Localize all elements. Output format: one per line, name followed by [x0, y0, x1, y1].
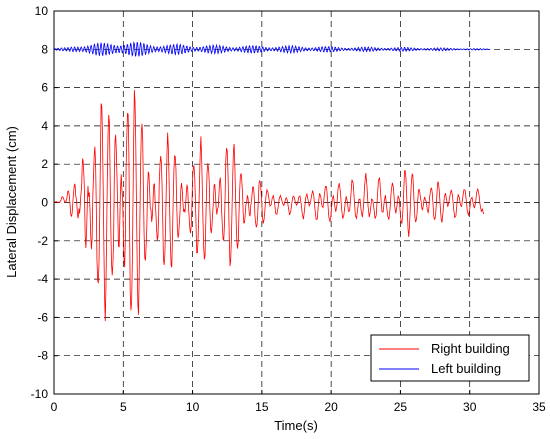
y-tick-label: -8 [37, 349, 48, 363]
y-tick-label: -2 [37, 234, 48, 248]
legend-box [370, 334, 530, 382]
legend: Right building Left building [370, 334, 530, 382]
y-axis-ticks: -10 -8 -6 -4 -2 0 2 4 6 8 10 [31, 4, 58, 401]
legend-label-left-building: Left building [431, 361, 501, 376]
y-tick-label: 2 [41, 157, 48, 171]
y-tick-label: -10 [31, 387, 49, 401]
x-tick-label: 0 [51, 400, 58, 414]
y-axis-label: Lateral Displacement (cm) [4, 126, 19, 278]
y-tick-label: -4 [37, 272, 48, 286]
y-tick-label: 0 [41, 196, 48, 210]
series-line-right-building [53, 89, 484, 322]
y-tick-label: 6 [41, 81, 48, 95]
x-tick-label: 10 [186, 400, 200, 414]
x-axis-ticks: 0 5 10 15 20 25 30 35 [51, 390, 546, 414]
series-layer [53, 41, 491, 322]
x-tick-label: 5 [120, 400, 127, 414]
x-tick-label: 35 [532, 400, 546, 414]
x-tick-label: 25 [394, 400, 408, 414]
x-tick-label: 30 [463, 400, 477, 414]
x-tick-label: 15 [255, 400, 269, 414]
y-tick-label: -6 [37, 310, 48, 324]
legend-label-right-building: Right building [431, 341, 510, 356]
y-tick-label: 8 [41, 42, 48, 56]
series-line-left-building [53, 41, 491, 57]
y-tick-label: 4 [41, 119, 48, 133]
x-axis-label: Time(s) [274, 418, 318, 433]
x-tick-label: 20 [324, 400, 338, 414]
y-tick-label: 10 [35, 4, 49, 18]
